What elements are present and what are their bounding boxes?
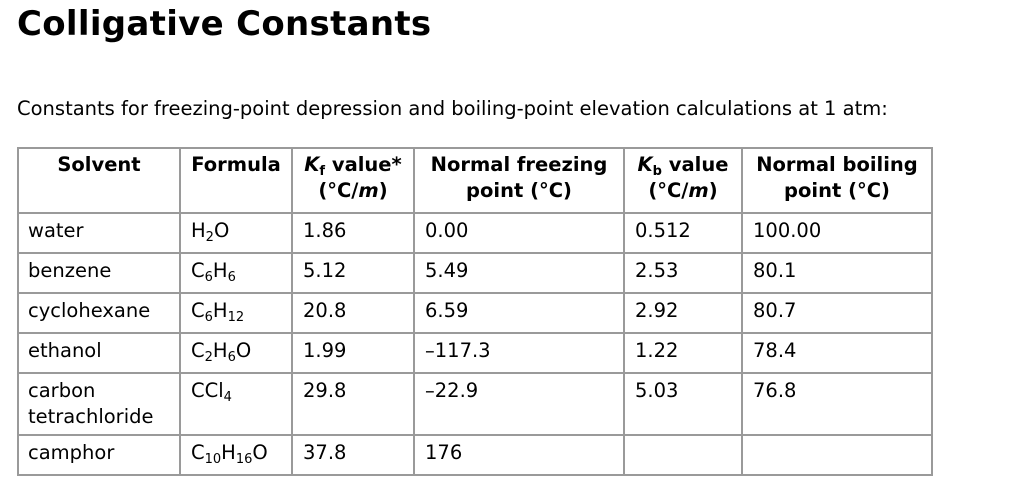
cell-kb-value: 5.03 [623, 372, 743, 436]
cell-solvent: carbon tetrachloride [17, 372, 181, 436]
cell-kf-value: 29.8 [291, 372, 415, 436]
text-part: point (°C) [784, 179, 890, 202]
text-part: 10 [204, 452, 222, 467]
cell-freezing-point: 5.49 [413, 252, 625, 294]
text-part: point (°C) [466, 179, 572, 202]
header-formula: Formula [179, 147, 293, 214]
text-part: CCl [191, 379, 224, 402]
text-part: H [191, 219, 206, 242]
text-part: Solvent [57, 153, 141, 176]
cell-boiling-point: 100.00 [741, 212, 933, 254]
header-row: Solvent Formula Kf value* (°C/m) Normal free… [17, 147, 933, 214]
text-part: O [213, 219, 230, 242]
text-part: C [191, 259, 205, 282]
table-row: water H2O 1.86 0.00 0.512 100.00 [17, 212, 933, 254]
text-part: b [652, 164, 662, 179]
intro-text: Constants for freezing-point depression … [17, 97, 888, 120]
text-part: O [235, 339, 252, 362]
cell-solvent: benzene [17, 252, 181, 294]
text-part: (°C/ [318, 179, 359, 202]
cell-freezing-point: 6.59 [413, 292, 625, 334]
cell-formula: H2O [179, 212, 293, 254]
header-kf-value: Kf value* (°C/m) [291, 147, 415, 214]
text-part: Formula [191, 153, 281, 176]
cell-boiling-point [741, 434, 933, 476]
text-part: f [319, 164, 326, 179]
text-part: m [688, 179, 709, 202]
text-part: Normal boiling [756, 153, 918, 176]
cell-solvent: water [17, 212, 181, 254]
cell-freezing-point: –22.9 [413, 372, 625, 436]
cell-freezing-point: 176 [413, 434, 625, 476]
cell-formula: C10H16O [179, 434, 293, 476]
text-part: C [191, 441, 205, 464]
text-part: C [191, 299, 205, 322]
cell-kf-value: 5.12 [291, 252, 415, 294]
colligative-constants-table: Solvent Formula Kf value* (°C/m) Normal free… [17, 147, 933, 476]
cell-freezing-point: –117.3 [413, 332, 625, 374]
text-part: H [212, 339, 228, 362]
text-part: ) [708, 179, 718, 202]
cell-kb-value: 2.53 [623, 252, 743, 294]
cell-kf-value: 1.99 [291, 332, 415, 374]
text-part: 6 [227, 270, 236, 285]
cell-boiling-point: 80.1 [741, 252, 933, 294]
header-boiling-point: Normal boiling point (°C) [741, 147, 933, 214]
cell-kb-value: 2.92 [623, 292, 743, 334]
cell-boiling-point: 80.7 [741, 292, 933, 334]
cell-kb-value: 1.22 [623, 332, 743, 374]
text-part: C [191, 339, 205, 362]
text-part: H [212, 259, 228, 282]
cell-formula: C2H6O [179, 332, 293, 374]
cell-boiling-point: 76.8 [741, 372, 933, 436]
header-kb-value: Kb value (°C/m) [623, 147, 743, 214]
text-part: 12 [227, 310, 245, 325]
cell-formula: C6H12 [179, 292, 293, 334]
text-part: K [637, 153, 653, 176]
page-title: Colligative Constants [17, 4, 432, 44]
cell-freezing-point: 0.00 [413, 212, 625, 254]
text-part: 6 [204, 310, 213, 325]
cell-kf-value: 37.8 [291, 434, 415, 476]
text-part: m [358, 179, 379, 202]
text-part: O [252, 441, 268, 464]
table-row: cyclohexane C6H12 20.8 6.59 2.92 80.7 [17, 292, 933, 334]
text-part: H [212, 299, 228, 322]
header-solvent: Solvent [17, 147, 181, 214]
text-part: 2 [204, 350, 213, 365]
text-part: (°C/ [648, 179, 689, 202]
cell-kb-value [623, 434, 743, 476]
cell-solvent: cyclohexane [17, 292, 181, 334]
text-part: K [304, 153, 320, 176]
text-part: Normal freezing [430, 153, 608, 176]
cell-kf-value: 20.8 [291, 292, 415, 334]
cell-solvent: camphor [17, 434, 181, 476]
text-part: 6 [227, 350, 236, 365]
cell-kb-value: 0.512 [623, 212, 743, 254]
text-part: 16 [235, 452, 253, 467]
cell-formula: C6H6 [179, 252, 293, 294]
text-part: 6 [204, 270, 213, 285]
cell-kf-value: 1.86 [291, 212, 415, 254]
table-row: ethanol C2H6O 1.99 –117.3 1.22 78.4 [17, 332, 933, 374]
cell-solvent: ethanol [17, 332, 181, 374]
text-part: H [221, 441, 236, 464]
cell-boiling-point: 78.4 [741, 332, 933, 374]
text-part: value* [325, 153, 402, 176]
text-part: ) [378, 179, 388, 202]
table-row: benzene C6H6 5.12 5.49 2.53 80.1 [17, 252, 933, 294]
table-row: carbon tetrachloride CCl4 29.8 –22.9 5.03 76.… [17, 372, 933, 436]
header-freezing-point: Normal freezing point (°C) [413, 147, 625, 214]
table-row: camphor C10H16O 37.8 176 [17, 434, 933, 476]
text-part: 4 [223, 390, 232, 405]
cell-formula: CCl4 [179, 372, 293, 436]
text-part: value [661, 153, 729, 176]
text-part: 2 [205, 230, 214, 245]
